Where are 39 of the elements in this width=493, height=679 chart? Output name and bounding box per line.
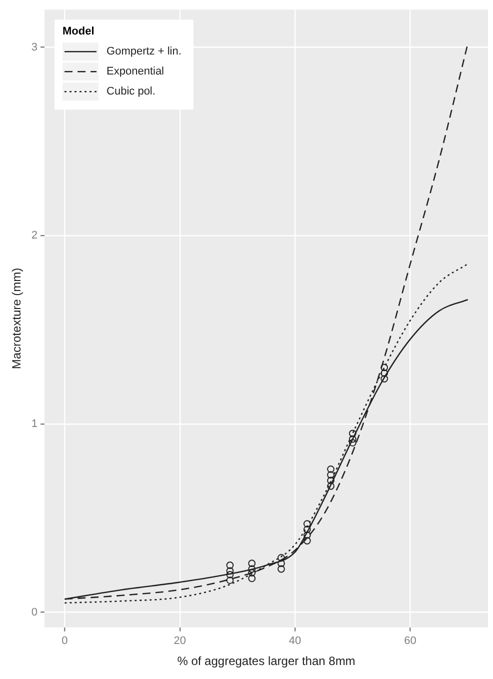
point [380,369,388,377]
point [278,554,285,562]
legend-label: Exponential [106,66,164,78]
point [248,560,256,568]
point [303,531,311,539]
x-tick-label: 60 [404,635,416,648]
legend-label: Gompertz + lin. [106,46,182,58]
point [278,560,285,568]
y-tick-label: 0 [31,606,38,618]
x-tick-label: 20 [174,635,186,648]
point [248,565,256,573]
point [380,375,388,382]
point [226,576,234,584]
point [380,364,388,372]
y-axis-title: Macrotexture (mm) [10,268,24,370]
point [327,482,334,490]
point [303,537,311,544]
point [226,570,234,578]
legend-label: Cubic pol. [106,86,156,98]
x-tick-label: 40 [288,635,302,648]
point [303,520,311,528]
y-tick-label: 3 [31,41,38,54]
point [278,565,285,573]
legend-title: Model [62,26,94,38]
y-tick-label: 1 [31,418,38,430]
point [348,439,356,447]
point [348,430,356,438]
point [226,567,234,575]
point [248,574,256,582]
point [303,526,311,534]
point [327,465,334,473]
x-axis-title: % of aggregates larger than 8mm [177,654,356,668]
point [348,435,356,443]
point [248,569,256,576]
y-tick-label: 2 [31,230,38,242]
point [327,476,334,484]
x-tick-label: 0 [62,635,68,648]
point [226,562,234,569]
point [327,471,334,479]
